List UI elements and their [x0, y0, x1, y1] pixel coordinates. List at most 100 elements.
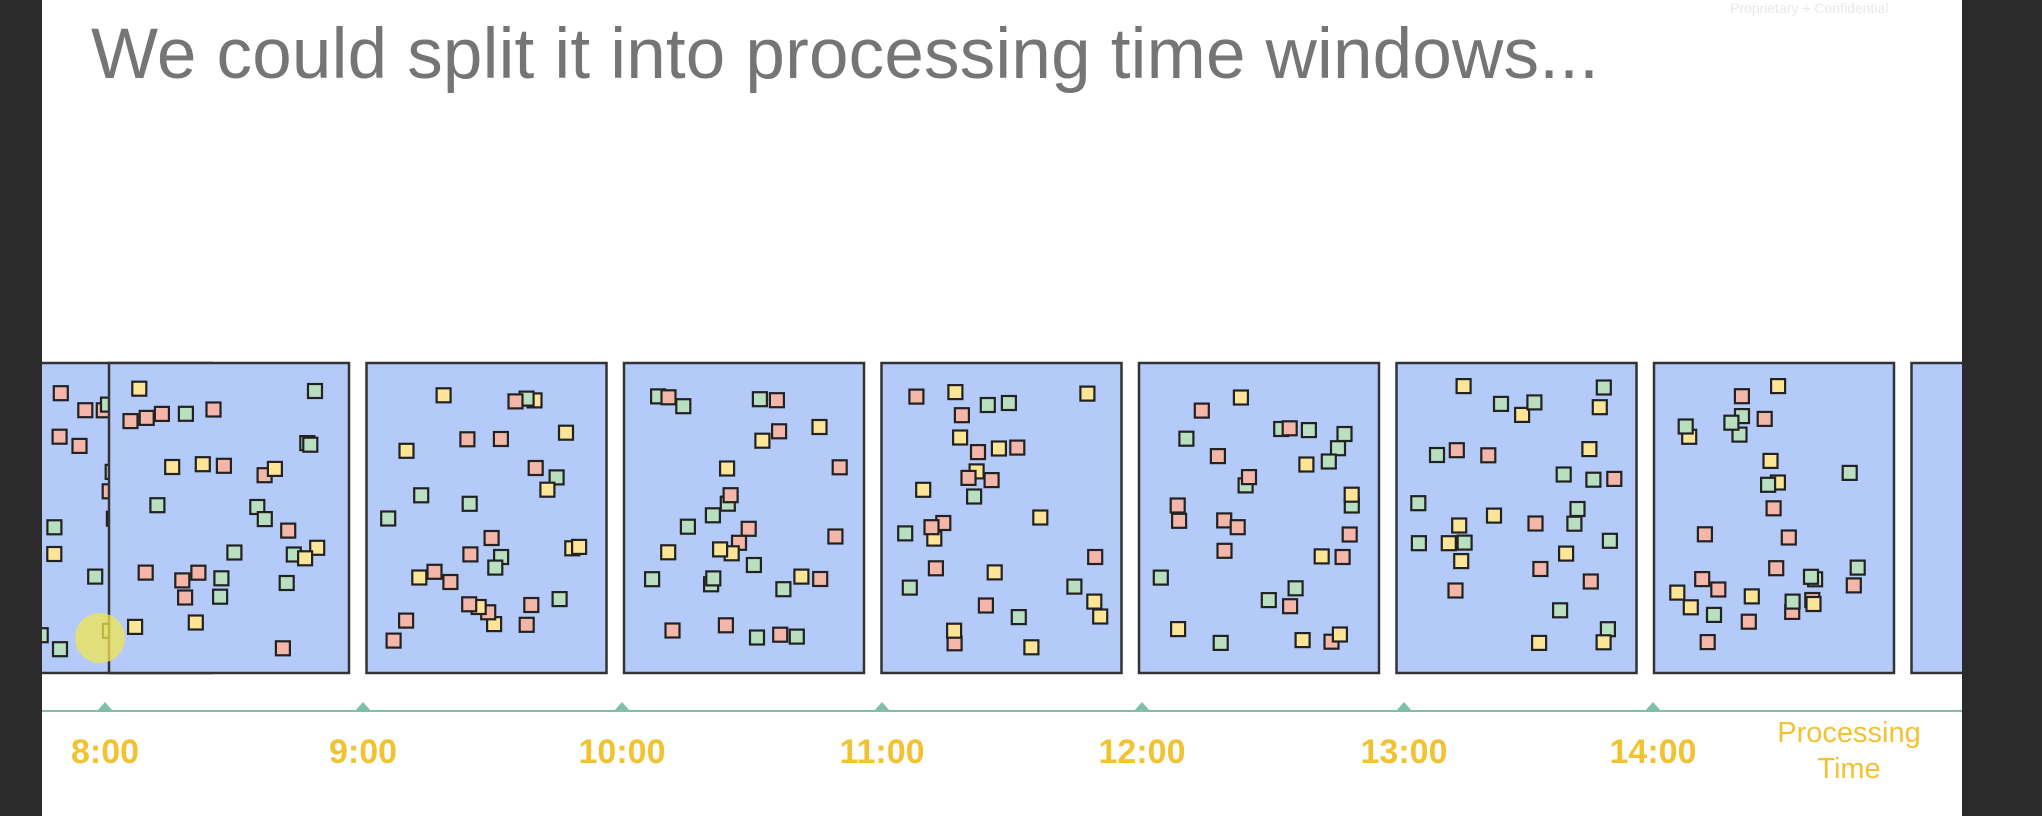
event-square: [1456, 534, 1473, 551]
event-square: [965, 488, 983, 505]
event-square: [1780, 529, 1797, 546]
event-square: [1331, 626, 1349, 643]
event-square: [1320, 453, 1337, 470]
window-rect: [880, 361, 1123, 675]
event-square: [717, 617, 735, 634]
event-square: [770, 423, 788, 440]
event-square: [947, 384, 964, 401]
event-square: [1759, 476, 1777, 493]
event-square: [660, 544, 677, 561]
event-square: [722, 487, 739, 504]
event-square: [557, 424, 575, 441]
processing-window-6: [1395, 361, 1638, 675]
event-square: [983, 472, 1000, 489]
event-square: [194, 456, 211, 473]
event-square: [1260, 591, 1277, 609]
axis-ticks: 8:00 9:00 10:00 11:00 12:00 13:00 14:00: [71, 702, 1697, 771]
event-square: [1784, 593, 1801, 610]
event-square: [1765, 500, 1782, 517]
slide: Proprietary + Confidential We could spli…: [42, 0, 1962, 816]
event-square: [226, 544, 243, 561]
event-square: [1451, 517, 1468, 534]
event-square: [1216, 542, 1233, 559]
event-square: [788, 628, 805, 645]
event-square: [1682, 599, 1699, 616]
event-square: [1569, 500, 1586, 518]
window-rect: [1910, 361, 1962, 675]
event-square: [923, 519, 940, 536]
event-square: [740, 520, 757, 537]
axis-tick-marker: [1645, 702, 1661, 711]
event-square: [1733, 388, 1751, 405]
event-square: [131, 380, 148, 397]
event-square: [1582, 573, 1599, 590]
event-square: [153, 405, 171, 422]
event-square: [1087, 548, 1104, 566]
event-square: [1298, 456, 1315, 473]
event-square: [1447, 582, 1464, 599]
tick-label: 14:00: [1610, 733, 1697, 771]
event-square: [1341, 526, 1358, 543]
event-square: [1240, 469, 1258, 486]
event-square: [52, 385, 69, 402]
event-square: [1232, 389, 1250, 406]
event-square: [1410, 495, 1427, 512]
event-square: [705, 570, 722, 587]
event-square: [551, 590, 568, 608]
axis-tick-marker: [1134, 702, 1150, 711]
event-square: [990, 440, 1008, 457]
event-square: [1802, 568, 1820, 585]
event-square: [1527, 515, 1544, 532]
event-square: [1455, 378, 1472, 395]
event-square: [1845, 577, 1862, 594]
event-square: [126, 618, 144, 636]
event-square: [1551, 602, 1569, 619]
event-square: [302, 436, 319, 453]
event-square: [190, 564, 207, 581]
event-square: [793, 568, 810, 585]
axis-tick-marker: [1396, 702, 1412, 711]
event-square: [539, 481, 556, 498]
window-rect: [1652, 361, 1896, 675]
event-square: [280, 522, 297, 539]
event-square: [442, 573, 459, 591]
windows-group: [42, 361, 1962, 675]
event-square: [1601, 532, 1619, 549]
axis-tick-marker: [355, 702, 371, 711]
event-square: [1677, 418, 1694, 435]
event-square: [951, 429, 969, 446]
event-square: [1209, 448, 1227, 465]
event-square: [908, 388, 925, 405]
event-square: [380, 510, 397, 527]
event-square: [1178, 430, 1195, 447]
event-square: [459, 431, 476, 448]
event-square: [1555, 466, 1572, 483]
event-square: [164, 458, 181, 476]
event-square: [1526, 394, 1543, 411]
processing-window-4: [880, 361, 1123, 675]
event-square: [213, 570, 230, 587]
event-square: [426, 563, 443, 580]
event-square: [1696, 526, 1714, 543]
event-square: [1710, 581, 1727, 598]
axis-title-line-2: Time: [1817, 753, 1880, 785]
processing-window-1: [107, 361, 351, 675]
event-square: [306, 382, 324, 400]
event-square: [979, 396, 996, 414]
event-square: [775, 581, 792, 598]
event-square: [1699, 633, 1716, 651]
event-square: [46, 545, 63, 563]
event-square: [1599, 621, 1617, 638]
event-square: [812, 570, 829, 588]
axis-title-line-1: Processing: [1777, 717, 1920, 749]
event-square: [927, 560, 945, 577]
event-square: [266, 460, 283, 477]
event-square: [548, 469, 565, 486]
event-square: [51, 428, 68, 445]
event-square: [1762, 452, 1779, 469]
event-square: [518, 616, 535, 633]
event-square: [1566, 515, 1583, 532]
event-square: [1294, 631, 1311, 649]
event-square: [42, 627, 49, 644]
slide-title: We could split it into processing time w…: [91, 15, 1600, 94]
